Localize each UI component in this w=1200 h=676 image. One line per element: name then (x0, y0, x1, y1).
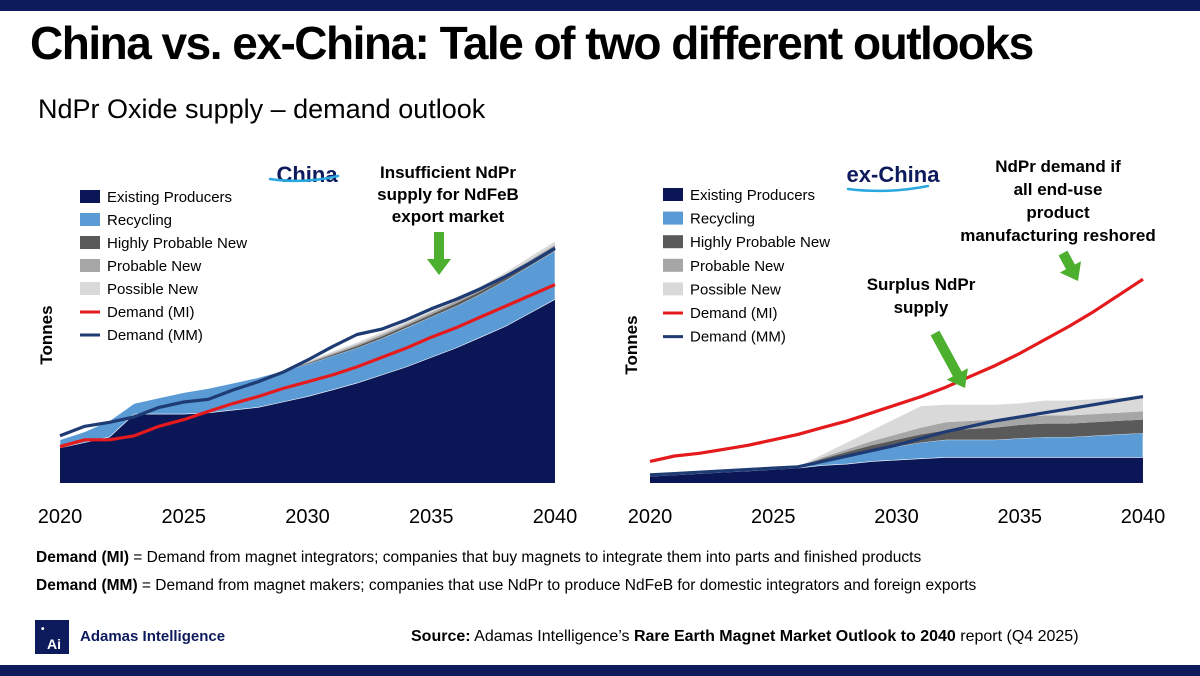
chart-title: China (276, 162, 338, 187)
adamas-logo: • Ai (35, 620, 69, 654)
legend-swatch (663, 258, 683, 272)
legend-label: Highly Probable New (107, 235, 247, 252)
x-tick-label: 2020 (38, 506, 83, 528)
legend-label: Highly Probable New (690, 234, 830, 251)
legend-label: Possible New (690, 281, 781, 298)
charts-canvas: 2020 2025 2030 2035 2040 Tonnes China Existing … (37, 157, 1166, 528)
source-post: report (Q4 2025) (955, 628, 1079, 645)
legend-label: Probable New (690, 258, 784, 275)
legend-label: Recycling (107, 212, 172, 229)
page-subtitle: NdPr Oxide supply – demand outlook (38, 94, 486, 124)
x-tick-label: 2030 (874, 506, 919, 528)
x-tick-label: 2040 (1121, 506, 1166, 528)
chart-annotation: Surplus NdPr supply (867, 275, 976, 317)
legend-label: Existing Producers (107, 189, 232, 206)
legend-swatch (663, 188, 683, 201)
y-axis-label: Tonnes (37, 305, 56, 364)
area-existing-producers (650, 457, 1143, 483)
title-underline (268, 174, 340, 183)
arrow-icon (427, 232, 451, 275)
logo-mark: Ai (47, 636, 61, 652)
line-demand-mi (59, 283, 556, 449)
arrow-icon (930, 330, 968, 388)
x-tick-label: 2040 (533, 506, 578, 528)
arrow-icon (1058, 250, 1081, 281)
y-axis-label: Tonnes (622, 315, 641, 374)
legend-swatch (80, 213, 100, 226)
source-pre: Adamas Intelligence’s (470, 628, 634, 645)
chart-title: ex-China (847, 162, 941, 187)
x-tick-label: 2020 (628, 506, 673, 528)
legend-swatch (80, 259, 100, 272)
x-tick-label: 2030 (285, 506, 330, 528)
bottom-accent-bar (0, 665, 1200, 676)
page-title: China vs. ex-China: Tale of two differen… (30, 17, 1034, 69)
title-underline (846, 184, 930, 193)
top-accent-bar (0, 0, 1200, 11)
area-existing-producers (60, 299, 555, 483)
legend-label: Demand (MI) (107, 304, 195, 321)
legend-label: Existing Producers (690, 187, 815, 204)
legend-label: Recycling (690, 211, 755, 228)
x-tick-label: 2025 (162, 506, 207, 528)
legend-swatch (663, 235, 683, 249)
footnote-demand-mi: Demand (MI) = Demand from magnet integra… (36, 549, 921, 567)
area-highly-probable-new (650, 419, 1143, 477)
line-demand-mm (59, 246, 556, 438)
line-demand-mi (649, 277, 1144, 463)
legend-swatch (663, 282, 683, 296)
legend-label: Possible New (107, 281, 198, 298)
brand-name: Adamas Intelligence (80, 628, 226, 645)
source-report: Rare Earth Magnet Market Outlook to 2040 (633, 628, 956, 645)
legend-label: Demand (MM) (107, 327, 203, 344)
legend-swatch (80, 190, 100, 203)
legend-swatch (80, 236, 100, 249)
chart-annotation: Insufficient NdPr supply for NdFeB export … (377, 163, 519, 226)
chart-annotation: NdPr demand if all end-use product manufact… (960, 157, 1156, 245)
footnote-term: Demand (MM) (36, 577, 138, 594)
legend-label: Demand (MI) (690, 305, 778, 322)
footnote-text: = Demand from magnet makers; companies t… (137, 577, 977, 594)
footnote-term: Demand (MI) (36, 549, 129, 566)
source-label: Source: (411, 628, 471, 645)
legend-swatch (663, 211, 683, 225)
source-note: Source: Adamas Intelligence’s Rare Earth… (411, 628, 1079, 646)
x-tick-label: 2025 (751, 506, 796, 528)
x-tick-label: 2035 (998, 506, 1043, 528)
footnote-demand-mm: Demand (MM) = Demand from magnet makers;… (36, 577, 976, 595)
legend-swatch (80, 282, 100, 295)
area-probable-new (650, 411, 1143, 477)
line-demand-mm (649, 395, 1144, 477)
footnote-text: = Demand from magnet integrators; compan… (129, 549, 922, 566)
x-tick-label: 2035 (409, 506, 454, 528)
logo-dot: • (41, 624, 45, 635)
legend-label: Probable New (107, 258, 201, 275)
legend-label: Demand (MM) (690, 329, 786, 346)
